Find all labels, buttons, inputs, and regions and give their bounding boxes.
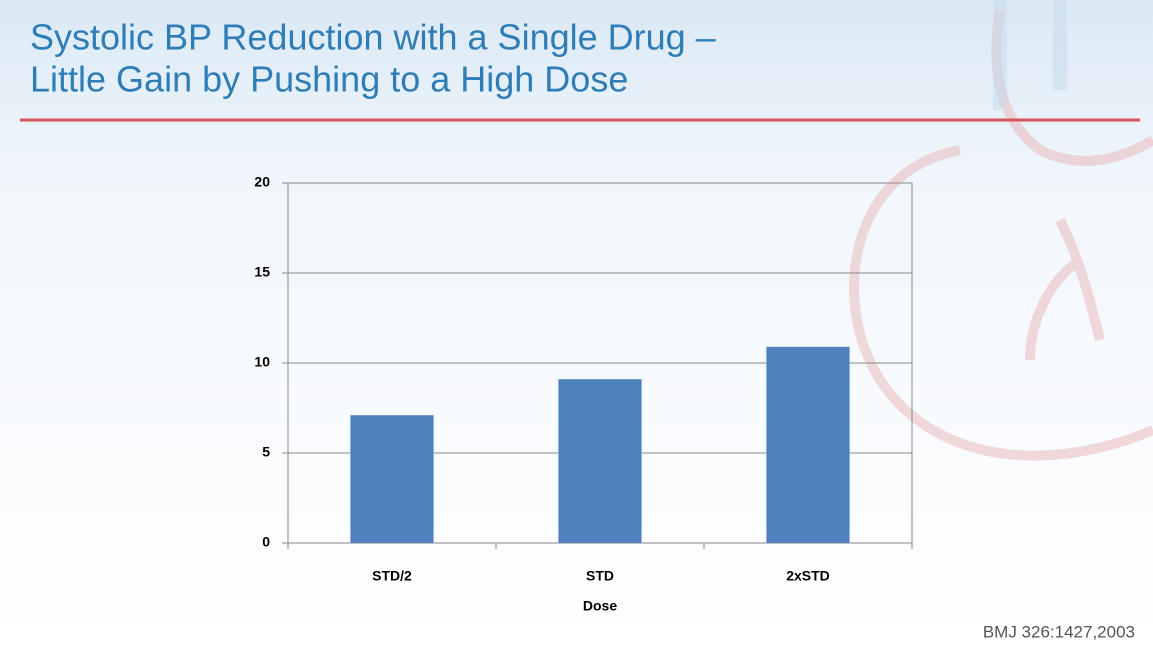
bar bbox=[350, 415, 434, 543]
vessel-decoration bbox=[993, 0, 1067, 110]
y-tick-label: 10 bbox=[254, 354, 270, 370]
x-axis-label: Dose bbox=[583, 598, 617, 614]
y-tick-label: 0 bbox=[262, 534, 270, 550]
title-line: Little Gain by Pushing to a High Dose bbox=[30, 59, 628, 100]
x-tick-label: 2xSTD bbox=[786, 568, 830, 584]
x-tick-label: STD/2 bbox=[372, 568, 412, 584]
x-tick-label: STD bbox=[586, 568, 614, 584]
y-tick-label: 5 bbox=[262, 444, 270, 460]
bar bbox=[766, 346, 850, 543]
y-tick-label: 15 bbox=[254, 264, 270, 280]
y-tick-label: 20 bbox=[254, 174, 270, 190]
bar bbox=[558, 379, 642, 543]
source: BMJ 326:1427,2003 bbox=[983, 622, 1135, 641]
title-line: Systolic BP Reduction with a Single Drug… bbox=[30, 17, 716, 58]
